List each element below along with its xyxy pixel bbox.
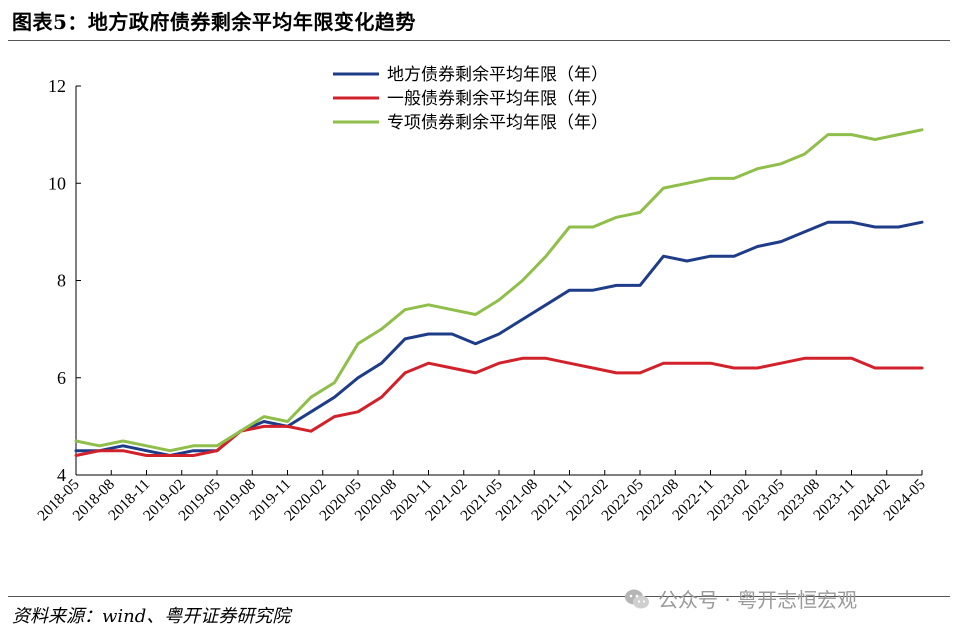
chart-title: 图表5：地方政府债券剩余平均年限变化趋势 — [12, 10, 416, 34]
title-divider — [8, 40, 950, 41]
footer-divider — [8, 596, 950, 597]
y-tick-label: 4 — [57, 465, 66, 485]
source-note: 资料来源：wind、粤开证券研究院 — [12, 606, 291, 627]
y-tick-label: 8 — [57, 271, 66, 291]
legend-label-1: 地方债券剩余平均年限（年） — [387, 65, 608, 85]
watermark-text: 公众号 · 粤开志恒宏观 — [658, 588, 858, 612]
chart-series — [74, 128, 924, 457]
chart-legend: 地方债券剩余平均年限（年） 一般债券剩余平均年限（年） 专项债券剩余平均年限（年） — [333, 65, 608, 133]
chart-axes: 46810122018-052018-082018-112019-022019-… — [34, 76, 929, 524]
watermark: 公众号 · 粤开志恒宏观 — [624, 584, 857, 613]
legend-label-2: 一般债券剩余平均年限（年） — [387, 89, 608, 109]
wechat-icon — [625, 589, 649, 608]
legend-label-3: 专项债券剩余平均年限（年） — [387, 113, 608, 133]
line-chart: 46810122018-052018-082018-112019-022019-… — [34, 65, 929, 524]
y-tick-label: 12 — [48, 76, 66, 96]
series-line-3 — [74, 128, 924, 453]
series-line-1 — [74, 220, 924, 457]
series-line-2 — [74, 356, 924, 457]
y-tick-label: 10 — [48, 173, 66, 193]
y-tick-label: 6 — [57, 368, 66, 388]
